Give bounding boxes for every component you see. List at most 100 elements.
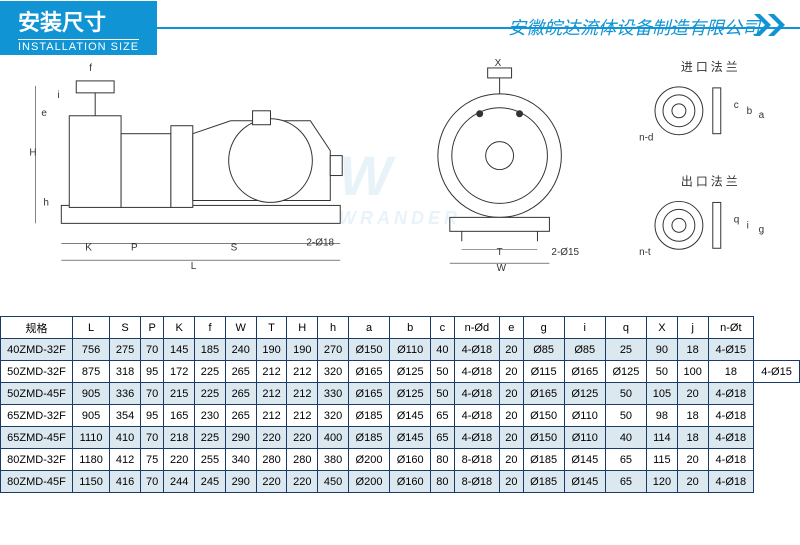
table-cell: 450 xyxy=(318,471,349,493)
table-cell: 95 xyxy=(140,361,163,383)
dim-X: X xyxy=(495,58,502,69)
table-header-cell: S xyxy=(110,317,141,339)
table-cell: Ø145 xyxy=(564,449,605,471)
table-cell: 18 xyxy=(677,427,708,449)
table-header-cell: n-Øt xyxy=(708,317,754,339)
table-row: 50ZMD-32F87531895172225265212212320Ø165Ø… xyxy=(1,361,800,383)
dim-i: i xyxy=(57,90,59,101)
table-header-cell: h xyxy=(318,317,349,339)
table-cell: Ø115 xyxy=(523,361,564,383)
table-cell: 905 xyxy=(73,405,110,427)
outlet-flange-title: 出口法兰 xyxy=(681,175,741,189)
dimensions-table: 规格LSPKfWTHhabcn-ØdegiqXjn-Øt 40ZMD-32F75… xyxy=(0,316,800,493)
table-cell: 90 xyxy=(647,339,678,361)
table-cell: 290 xyxy=(225,427,256,449)
dim-L: L xyxy=(191,261,197,272)
table-cell: 215 xyxy=(164,383,195,405)
dim-T: T xyxy=(497,247,503,258)
inlet-flange-title: 进口法兰 xyxy=(681,60,741,74)
table-cell: 1110 xyxy=(73,427,110,449)
table-cell: 65 xyxy=(431,405,454,427)
table-cell: 336 xyxy=(110,383,141,405)
table-cell: Ø185 xyxy=(523,471,564,493)
table-header-cell: K xyxy=(164,317,195,339)
table-cell: 4-Ø18 xyxy=(454,339,500,361)
table-cell: 330 xyxy=(318,383,349,405)
table-cell: 244 xyxy=(164,471,195,493)
table-header-cell: c xyxy=(431,317,454,339)
table-cell: 70 xyxy=(140,427,163,449)
table-header-cell: n-Ød xyxy=(454,317,500,339)
table-header-cell: j xyxy=(677,317,708,339)
inlet-a: a xyxy=(759,110,765,121)
table-cell: 98 xyxy=(647,405,678,427)
table-cell: 212 xyxy=(256,383,287,405)
table-cell: 50ZMD-32F xyxy=(1,361,73,383)
table-cell: Ø110 xyxy=(564,405,605,427)
table-header-cell: i xyxy=(564,317,605,339)
table-cell: 320 xyxy=(318,405,349,427)
table-cell: 265 xyxy=(225,383,256,405)
dim-S: S xyxy=(231,242,238,253)
dim-K: K xyxy=(85,242,92,253)
table-cell: 354 xyxy=(110,405,141,427)
table-cell: 4-Ø18 xyxy=(708,449,754,471)
table-cell: Ø165 xyxy=(348,361,389,383)
table-cell: Ø150 xyxy=(523,405,564,427)
title-cn: 安装尺寸 xyxy=(18,5,139,37)
table-cell: 20 xyxy=(500,427,523,449)
table-cell: 70 xyxy=(140,471,163,493)
table-cell: 20 xyxy=(677,449,708,471)
title-block: 安装尺寸 INSTALLATION SIZE xyxy=(0,1,157,55)
table-cell: 190 xyxy=(256,339,287,361)
table-cell: 220 xyxy=(164,449,195,471)
table-cell: 320 xyxy=(318,361,349,383)
table-cell: 145 xyxy=(164,339,195,361)
table-cell: 70 xyxy=(140,339,163,361)
table-cell: Ø150 xyxy=(523,427,564,449)
table-row: 80ZMD-32F118041275220255340280280380Ø200… xyxy=(1,449,800,471)
table-cell: 20 xyxy=(500,471,523,493)
outlet-nt: n-t xyxy=(639,247,651,258)
table-cell: 400 xyxy=(318,427,349,449)
table-cell: Ø125 xyxy=(390,361,431,383)
table-cell: 1150 xyxy=(73,471,110,493)
table-cell: Ø145 xyxy=(564,471,605,493)
table-cell: 50 xyxy=(605,383,646,405)
outlet-g: g xyxy=(759,224,765,235)
table-cell: 185 xyxy=(195,339,226,361)
table-cell: Ø165 xyxy=(523,383,564,405)
table-cell: 165 xyxy=(164,405,195,427)
table-cell: 756 xyxy=(73,339,110,361)
table-cell: 70 xyxy=(140,383,163,405)
table-row: 80ZMD-45F115041670244245290220220450Ø200… xyxy=(1,471,800,493)
table-cell: 4-Ø15 xyxy=(708,339,754,361)
table-cell: 416 xyxy=(110,471,141,493)
table-cell: 4-Ø18 xyxy=(454,361,500,383)
table-cell: 40ZMD-32F xyxy=(1,339,73,361)
table-cell: 4-Ø18 xyxy=(708,383,754,405)
table-cell: 212 xyxy=(287,383,318,405)
table-cell: 4-Ø18 xyxy=(454,383,500,405)
table-cell: 20 xyxy=(500,383,523,405)
dim-W: W xyxy=(497,263,507,274)
inlet-nd: n-d xyxy=(639,133,653,144)
table-cell: Ø160 xyxy=(390,471,431,493)
table-cell: 220 xyxy=(256,427,287,449)
table-cell: 120 xyxy=(647,471,678,493)
table-cell: 220 xyxy=(287,427,318,449)
table-row: 50ZMD-45F90533670215225265212212330Ø165Ø… xyxy=(1,383,800,405)
table-cell: 340 xyxy=(225,449,256,471)
table-cell: 100 xyxy=(677,361,708,383)
table-header-cell: 规格 xyxy=(1,317,73,339)
table-cell: 270 xyxy=(318,339,349,361)
table-cell: 1180 xyxy=(73,449,110,471)
table-header-cell: W xyxy=(225,317,256,339)
table-cell: 212 xyxy=(287,361,318,383)
table-cell: 20 xyxy=(500,361,523,383)
table-cell: Ø125 xyxy=(390,383,431,405)
table-cell: 220 xyxy=(287,471,318,493)
table-cell: 40 xyxy=(605,427,646,449)
table-cell: 875 xyxy=(73,361,110,383)
table-header-cell: H xyxy=(287,317,318,339)
